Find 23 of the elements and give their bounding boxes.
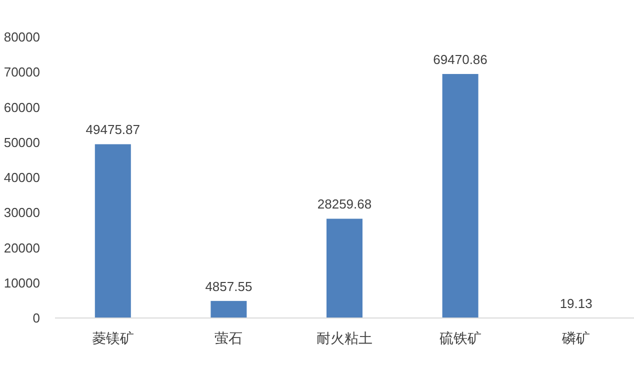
y-tick-label: 50000	[4, 134, 40, 150]
bar	[326, 218, 362, 318]
y-tick-label: 30000	[4, 205, 40, 220]
y-tick-label: 60000	[4, 100, 40, 115]
bar	[442, 74, 478, 318]
y-tick-label: 70000	[4, 64, 40, 80]
y-tick-label: 20000	[4, 240, 40, 256]
y-tick-label: 10000	[4, 275, 40, 290]
x-tick-label: 硫铁矿	[439, 330, 482, 346]
data-label: 4857.55	[205, 278, 252, 294]
x-tick-label: 菱镁矿	[92, 330, 134, 346]
data-label: 49475.87	[86, 122, 140, 138]
y-tick-label: 0	[32, 310, 40, 326]
x-tick-label: 磷矿	[561, 330, 590, 346]
bar	[94, 144, 131, 318]
data-label: 28259.68	[317, 196, 372, 212]
bar	[210, 300, 247, 318]
y-tick-label: 80000	[4, 30, 40, 44]
data-label: 69470.86	[433, 52, 488, 67]
x-tick-label: 耐火粘土	[316, 330, 372, 346]
y-tick-label: 40000	[4, 170, 40, 185]
data-label: 19.13	[560, 296, 592, 311]
x-tick-label: 萤石	[214, 330, 243, 346]
